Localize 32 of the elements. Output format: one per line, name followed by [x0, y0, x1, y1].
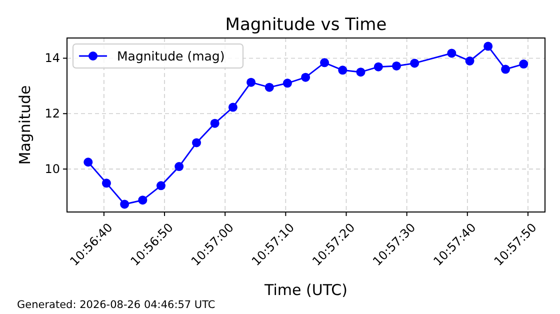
point — [484, 42, 493, 51]
point — [102, 178, 111, 188]
point — [374, 62, 383, 72]
point — [356, 68, 366, 77]
point — [410, 58, 420, 68]
point — [447, 48, 456, 58]
y-tick-label: 14 — [44, 51, 60, 66]
point — [228, 102, 238, 112]
point — [264, 82, 274, 92]
y-tick-label: 12 — [44, 106, 60, 121]
point — [465, 56, 474, 66]
point — [338, 66, 348, 75]
point — [320, 58, 330, 68]
legend-label: Magnitude (mag) — [117, 48, 225, 64]
point — [210, 118, 220, 128]
point — [501, 64, 510, 74]
point — [156, 181, 166, 190]
point — [246, 78, 256, 87]
y-tick-label: 10 — [44, 162, 60, 176]
point — [120, 200, 130, 209]
text: Generated: 2026-08-26 04:46:57 UTC — [17, 299, 216, 311]
chart-title: Magnitude vs Time — [225, 15, 387, 35]
y-axis-title: Magnitude — [16, 85, 34, 165]
point — [138, 196, 148, 205]
x-axis-title: Time (UTC) — [264, 281, 348, 299]
point — [282, 78, 292, 88]
point — [192, 138, 202, 148]
point — [84, 158, 93, 167]
point — [392, 61, 401, 70]
point — [174, 162, 184, 172]
point — [519, 60, 528, 69]
point — [301, 72, 310, 82]
